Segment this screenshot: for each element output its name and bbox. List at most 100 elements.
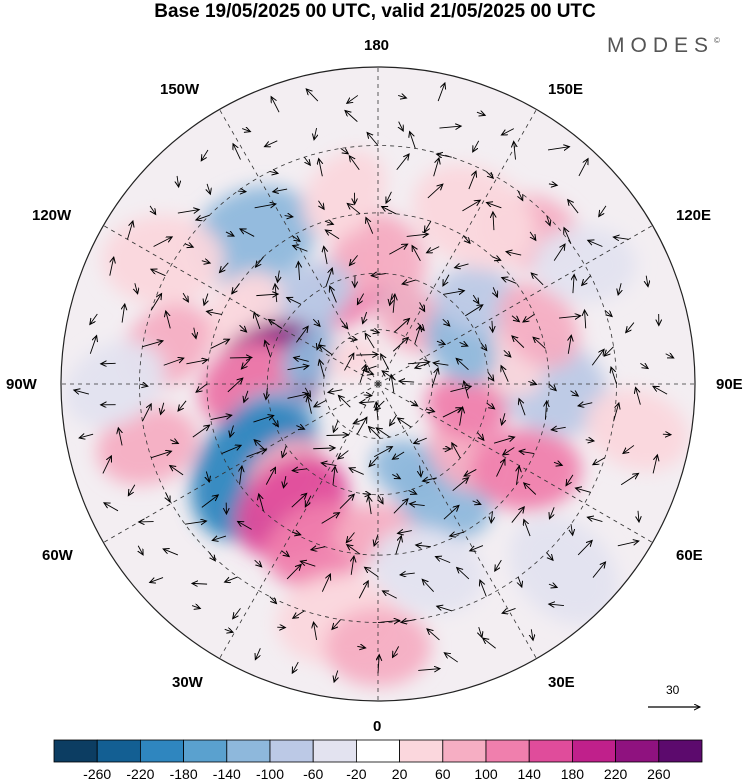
- colorbar-swatch: [183, 739, 228, 763]
- wind-arrow: [321, 574, 330, 592]
- wind-arrow: [333, 420, 337, 432]
- wind-arrow: [284, 216, 293, 217]
- colorbar-swatch: [226, 739, 271, 763]
- wind-arrow: [207, 311, 222, 314]
- wind-arrow: [318, 200, 324, 209]
- wind-arrow: [452, 443, 461, 459]
- lon-label-30e: 30E: [548, 674, 575, 691]
- wind-arrow: [151, 451, 171, 459]
- wind-arrow: [142, 341, 163, 348]
- wind-arrow: [269, 320, 283, 330]
- wind-arrow: [459, 342, 468, 346]
- wind-arrow: [378, 494, 383, 504]
- wind-arrow: [332, 619, 342, 630]
- wind-arrow: [333, 466, 335, 486]
- wind-arrow: [393, 499, 408, 514]
- wind-arrow: [409, 401, 418, 406]
- wind-arrow: [201, 495, 218, 508]
- wind-arrow: [311, 547, 326, 550]
- wind-arrow: [208, 552, 215, 561]
- wind-arrow: [192, 425, 210, 438]
- wind-arrow: [653, 386, 668, 395]
- wind-arrow: [362, 494, 371, 495]
- wind-arrow: [212, 536, 227, 540]
- wind-arrow: [455, 264, 469, 268]
- wind-arrow: [487, 203, 502, 209]
- wind-arrow: [456, 358, 469, 371]
- wind-arrow: [392, 474, 400, 478]
- wind-arrow: [135, 283, 138, 294]
- wind-arrow: [549, 604, 564, 606]
- wind-arrow: [545, 401, 546, 420]
- wind-arrow: [150, 205, 156, 214]
- wind-arrow: [401, 620, 416, 623]
- wind-arrow: [286, 564, 301, 580]
- wind-arrow: [325, 268, 332, 287]
- colorbar-tick-label: 100: [474, 766, 498, 782]
- wind-arrow: [501, 366, 509, 382]
- wind-arrow: [386, 191, 392, 203]
- colorbar: [53, 739, 703, 763]
- wind-arrow: [450, 386, 471, 393]
- wind-arrow: [493, 212, 494, 231]
- wind-arrow: [122, 304, 125, 323]
- wind-arrow: [191, 606, 200, 609]
- wind-arrow: [518, 576, 522, 587]
- wind-arrow: [151, 269, 166, 277]
- wind-arrow: [283, 476, 285, 488]
- wind-arrow: [347, 545, 361, 555]
- wind-arrow: [273, 417, 279, 427]
- wind-arrow: [254, 204, 276, 208]
- wind-arrow: [254, 559, 262, 567]
- wind-arrow: [592, 562, 606, 578]
- wind-arrow: [353, 417, 367, 424]
- wind-arrow: [233, 608, 241, 618]
- wind-arrow: [264, 140, 278, 147]
- anomaly-cell: [302, 150, 387, 239]
- wind-arrow: [287, 366, 309, 370]
- wind-arrow: [399, 121, 404, 131]
- colorbar-swatch: [139, 739, 184, 763]
- wind-arrow: [292, 469, 307, 471]
- wind-arrow: [282, 445, 286, 458]
- wind-arrow: [314, 127, 317, 140]
- wind-arrow: [254, 312, 261, 330]
- lon-label-120w: 120W: [32, 207, 72, 224]
- wind-arrow: [319, 360, 325, 378]
- wind-arrow: [101, 363, 116, 364]
- wind-arrow: [375, 400, 385, 410]
- wind-arrow: [519, 399, 526, 416]
- wind-arrow: [196, 215, 210, 220]
- wind-arrow: [346, 532, 355, 543]
- wind-arrow: [393, 646, 400, 657]
- wind-arrow: [376, 428, 391, 438]
- wind-arrow: [462, 200, 480, 212]
- wind-arrow: [464, 469, 477, 476]
- wind-arrow: [566, 474, 574, 486]
- anomaly-cell: [64, 340, 165, 428]
- wind-arrow: [300, 561, 316, 567]
- colorbar-tick-label: 60: [435, 766, 451, 782]
- wind-arrow: [568, 200, 579, 214]
- wind-arrow: [613, 403, 619, 422]
- wind-arrow: [389, 244, 407, 255]
- wind-arrow: [491, 511, 492, 523]
- colorbar-swatch: [442, 739, 487, 763]
- wind-arrow: [392, 337, 408, 352]
- wind-arrow: [575, 488, 591, 493]
- wind-arrow: [358, 581, 368, 599]
- colorbar-swatch: [269, 739, 314, 763]
- wind-arrow: [604, 309, 612, 316]
- wind-arrow: [128, 484, 136, 496]
- wind-arrow: [277, 270, 279, 283]
- wind-arrow: [317, 337, 321, 350]
- wind-arrow: [548, 184, 557, 185]
- colorbar-tick-label: -60: [303, 766, 324, 782]
- brand-name: MODES: [607, 34, 715, 57]
- wind-arrow: [547, 147, 569, 150]
- colorbar-tick-label: -180: [169, 766, 198, 782]
- wind-arrow: [363, 311, 367, 324]
- wind-arrow: [433, 158, 439, 177]
- brand-logo: MODES©: [607, 34, 720, 58]
- wind-arrow: [313, 448, 335, 449]
